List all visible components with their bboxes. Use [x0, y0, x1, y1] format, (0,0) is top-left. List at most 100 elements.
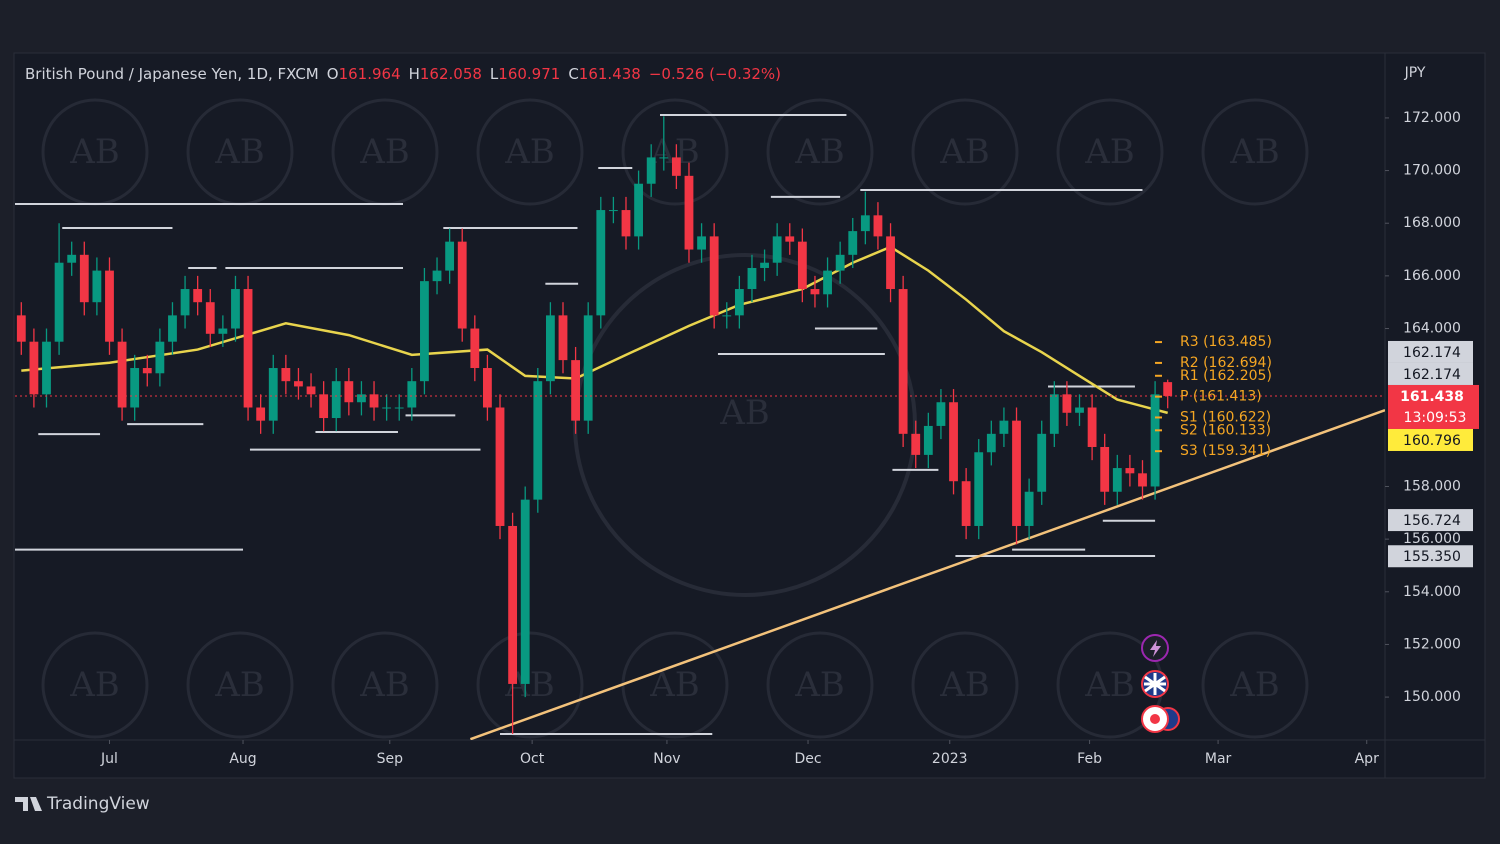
event-icons — [1141, 634, 1180, 733]
watermark-ring — [476, 98, 584, 206]
candle-body — [1100, 446, 1110, 492]
candle-body — [961, 481, 971, 526]
candle-body — [54, 262, 64, 342]
candle-body — [79, 254, 89, 303]
candle-body — [596, 210, 606, 316]
candle-body — [344, 381, 354, 403]
watermark-ring — [1056, 98, 1164, 206]
candle-body — [621, 210, 631, 237]
y-tick-label: 152.000 — [1403, 636, 1461, 652]
header-item: 162.058 — [420, 65, 482, 83]
candle-body — [898, 289, 908, 434]
current-price-badge — [1388, 384, 1479, 429]
candle-body — [1049, 394, 1059, 434]
price-badge-label: 162.174 — [1403, 367, 1461, 383]
candle-body — [193, 289, 203, 303]
price-badge — [1388, 545, 1473, 568]
y-tick-label: 164.000 — [1403, 321, 1461, 337]
watermark-text: AB — [1084, 665, 1135, 705]
candle-body — [1150, 394, 1160, 487]
candle-body — [432, 270, 442, 282]
y-tick-label: 172.000 — [1403, 110, 1461, 126]
y-tick-label: 168.000 — [1403, 215, 1461, 231]
candle-body — [205, 302, 215, 334]
watermark-ring — [766, 98, 874, 206]
watermark-logo-text: AB — [719, 393, 770, 433]
header-item: H — [409, 65, 420, 83]
watermark-text: AB — [504, 132, 555, 172]
candle-body — [886, 236, 895, 290]
candle-body — [218, 328, 228, 334]
candle-body — [407, 381, 417, 408]
candle-body — [999, 420, 1009, 434]
uk-flag — [1144, 673, 1166, 695]
watermark-text: AB — [794, 132, 845, 172]
watermark-ring — [41, 631, 149, 739]
candle-body — [760, 262, 769, 268]
candle-body — [848, 231, 858, 255]
price-badge — [1388, 362, 1473, 385]
watermark-ring — [476, 631, 584, 739]
candle-body — [117, 341, 127, 408]
x-tick-label: Aug — [229, 751, 256, 767]
x-tick-label: 2023 — [932, 751, 968, 767]
price-badge — [1388, 428, 1473, 451]
candle-body — [1012, 420, 1021, 526]
watermark-text: AB — [69, 665, 120, 705]
candle-body — [155, 341, 165, 374]
candle-body — [722, 315, 732, 317]
candle-body — [772, 236, 782, 263]
watermark-text: AB — [214, 132, 265, 172]
pivot-label: R2 (162.694) — [1180, 355, 1272, 371]
candle-body — [243, 289, 253, 408]
candle-body — [709, 236, 719, 316]
candle-body — [936, 402, 946, 426]
trend-line — [469, 408, 1385, 740]
price-badge-label: 156.724 — [1403, 513, 1461, 529]
y-tick-label: 156.000 — [1403, 531, 1461, 547]
lightning — [1150, 640, 1161, 657]
candle-body — [180, 289, 190, 316]
candle-body — [42, 341, 51, 395]
watermark-text: AB — [214, 665, 265, 705]
header-item: British Pound / Japanese Yen, 1D, FXCM — [25, 65, 319, 83]
candle-body — [130, 368, 140, 408]
candle-body — [92, 270, 102, 303]
candle-body — [860, 215, 870, 232]
candle-body — [445, 241, 455, 271]
candle-body — [1024, 491, 1034, 526]
y-tick-label: 154.000 — [1403, 584, 1461, 600]
watermark-text: AB — [359, 132, 410, 172]
header: British Pound / Japanese Yen, 1D, FXCM O1… — [25, 65, 781, 83]
watermark-text: AB — [939, 132, 990, 172]
candle-body — [256, 407, 266, 421]
candle-body — [281, 368, 291, 382]
candle-body — [1037, 433, 1047, 492]
candle-body — [1138, 473, 1147, 487]
candle-body — [319, 394, 329, 419]
candle-body — [558, 315, 568, 361]
candle-body — [306, 386, 316, 395]
candle-body — [294, 381, 303, 387]
candle-body — [873, 215, 883, 237]
candle-body — [986, 433, 996, 453]
price-badge-label: 160.796 — [1403, 433, 1461, 449]
watermark-ring — [186, 631, 294, 739]
header-item: O — [327, 65, 339, 83]
candle-body — [520, 499, 530, 684]
candle-body — [545, 315, 555, 382]
candle-body — [911, 433, 921, 455]
watermark-ring — [1201, 98, 1309, 206]
candle-body — [29, 341, 39, 395]
candle-body — [16, 315, 26, 342]
watermark-ring — [911, 631, 1019, 739]
candle-body — [634, 183, 643, 237]
candle-body — [1087, 407, 1097, 447]
candle-body — [470, 328, 480, 369]
header-item: 161.964 — [339, 65, 401, 83]
header-item: −0.526 (−0.32%) — [649, 65, 781, 83]
x-tick-label: Oct — [520, 751, 545, 767]
candle-body — [369, 394, 379, 408]
y-tick-label: 166.000 — [1403, 268, 1461, 284]
